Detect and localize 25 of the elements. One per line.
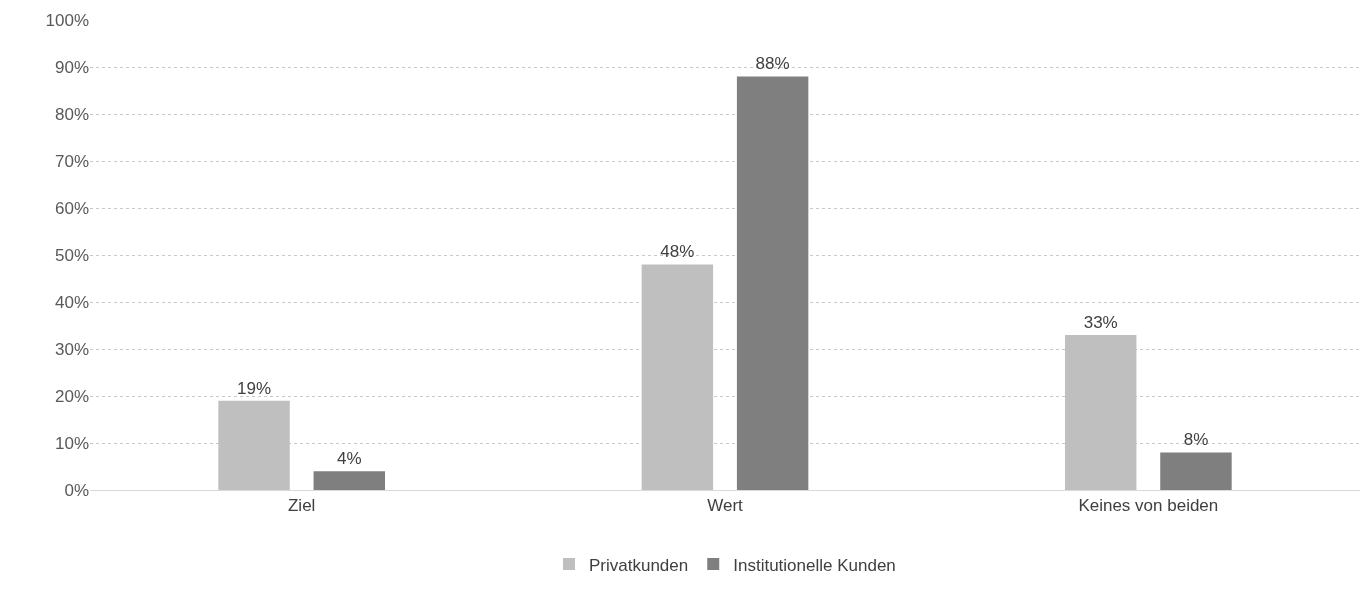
y-tick-label: 70% (54, 151, 89, 171)
bar (313, 471, 386, 490)
y-tick-label: 0% (64, 480, 89, 500)
bar (1160, 452, 1232, 490)
y-tick-label: 40% (54, 292, 89, 312)
data-label: 8% (1183, 430, 1209, 450)
legend-label: Institutionelle Kunden (733, 555, 896, 575)
y-tick-label: 90% (54, 57, 89, 77)
data-label: 33% (1083, 312, 1118, 332)
bar (736, 76, 809, 490)
y-tick-label: 50% (54, 245, 89, 265)
data-label: 19% (237, 378, 272, 398)
y-tick-label: 100% (45, 10, 89, 30)
y-tick-label: 20% (54, 386, 89, 406)
data-label: 88% (755, 54, 790, 74)
x-tick-label: Ziel (287, 496, 316, 516)
legend-label: Privatkunden (589, 555, 689, 575)
data-label: 4% (337, 449, 362, 469)
x-tick-label: Wert (707, 496, 744, 516)
data-label: 48% (660, 242, 695, 262)
y-tick-label: 60% (54, 198, 89, 218)
y-tick-label: 30% (54, 339, 89, 359)
y-tick-label: 80% (54, 104, 89, 124)
x-tick-label: Keines von beiden (1078, 496, 1219, 516)
y-tick-label: 10% (54, 433, 89, 453)
